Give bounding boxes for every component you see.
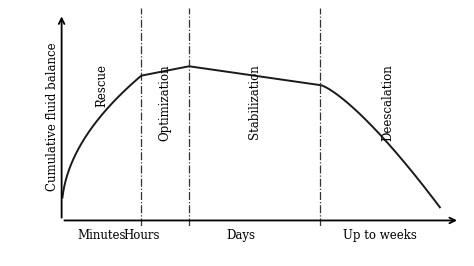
Text: Optimization: Optimization	[159, 64, 172, 141]
Text: Deescalation: Deescalation	[382, 64, 395, 141]
Text: Rescue: Rescue	[95, 64, 108, 107]
Y-axis label: Cumulative fluid balance: Cumulative fluid balance	[46, 43, 59, 191]
Text: Stabilization: Stabilization	[248, 64, 261, 139]
